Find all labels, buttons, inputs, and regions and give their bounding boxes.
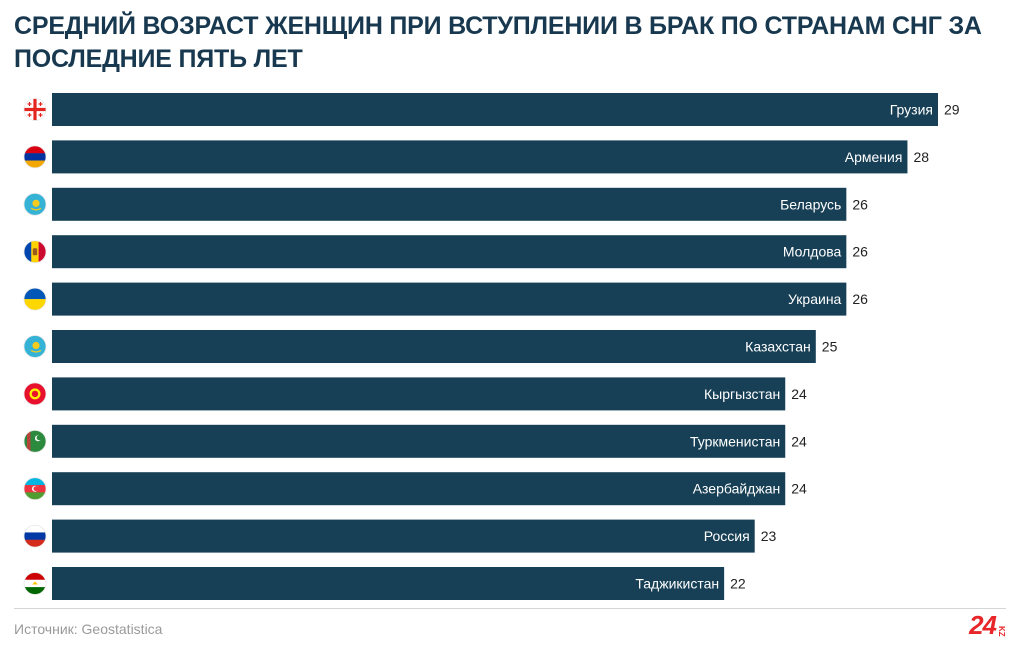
bar-category-label: Молдова: [783, 244, 842, 260]
moldova-flag-icon: [23, 240, 47, 264]
bar-category-label: Грузия: [890, 102, 933, 118]
chart-title: Средний возраст женщин при вступлении в …: [14, 12, 982, 73]
bar: [52, 93, 938, 126]
bar: [52, 424, 786, 458]
bar-value-label: 23: [761, 528, 777, 544]
kyrgyzstan-flag-icon: [23, 382, 47, 406]
bar-value-label: 24: [791, 481, 807, 497]
source-note: Источник: Geostatistica: [14, 621, 163, 637]
bar-category-label: Украина: [788, 291, 842, 307]
bar: [52, 472, 786, 506]
kazakhstan-flag-icon: [23, 335, 47, 358]
bar-value-label: 25: [822, 339, 838, 355]
russia-flag-icon: [23, 524, 47, 548]
bar: [52, 140, 908, 174]
bar-value-label: 29: [944, 102, 960, 118]
armenia-flag-icon: [23, 145, 47, 169]
ukraine-flag-icon: [23, 287, 47, 311]
logo-suffix: KZ: [997, 626, 1006, 637]
bar: [52, 330, 816, 363]
tajikistan-flag-icon: [23, 572, 47, 595]
bar: [52, 235, 847, 269]
divider: [14, 608, 1006, 609]
bar-category-label: Кыргызстан: [704, 386, 780, 402]
bar-value-label: 26: [852, 244, 868, 260]
bar-category-label: Армения: [845, 149, 903, 165]
bar-value-label: 24: [791, 386, 807, 402]
bar-value-label: 28: [913, 149, 929, 165]
bar-category-label: Туркменистан: [690, 433, 780, 449]
logo-24kz: 24 KZ: [969, 612, 1006, 640]
bar-value-label: 22: [730, 576, 746, 592]
bar: [52, 519, 755, 553]
bar-value-label: 26: [852, 291, 868, 307]
bar-category-label: Россия: [704, 528, 750, 544]
bar: [52, 187, 847, 221]
bar: [52, 377, 786, 411]
bar-chart: Грузия 29 Армения 28 Беларусь 26 Молдова 26 Укра…: [23, 93, 960, 600]
bar-value-label: 26: [852, 196, 868, 212]
turkmenistan-flag-icon: [23, 429, 47, 453]
bar-category-label: Азербайджан: [693, 481, 781, 497]
azerbaijan-flag-icon: [23, 477, 47, 501]
logo-number: 24: [969, 610, 997, 640]
bar-value-label: 24: [791, 433, 807, 449]
georgia-flag-icon: [23, 98, 47, 121]
bar: [52, 282, 847, 316]
bar: [52, 567, 725, 600]
bar-category-label: Беларусь: [780, 196, 841, 212]
bar-category-label: Таджикистан: [635, 576, 719, 592]
kazakhstan-flag-icon: [23, 192, 47, 216]
bar-category-label: Казахстан: [745, 339, 811, 355]
